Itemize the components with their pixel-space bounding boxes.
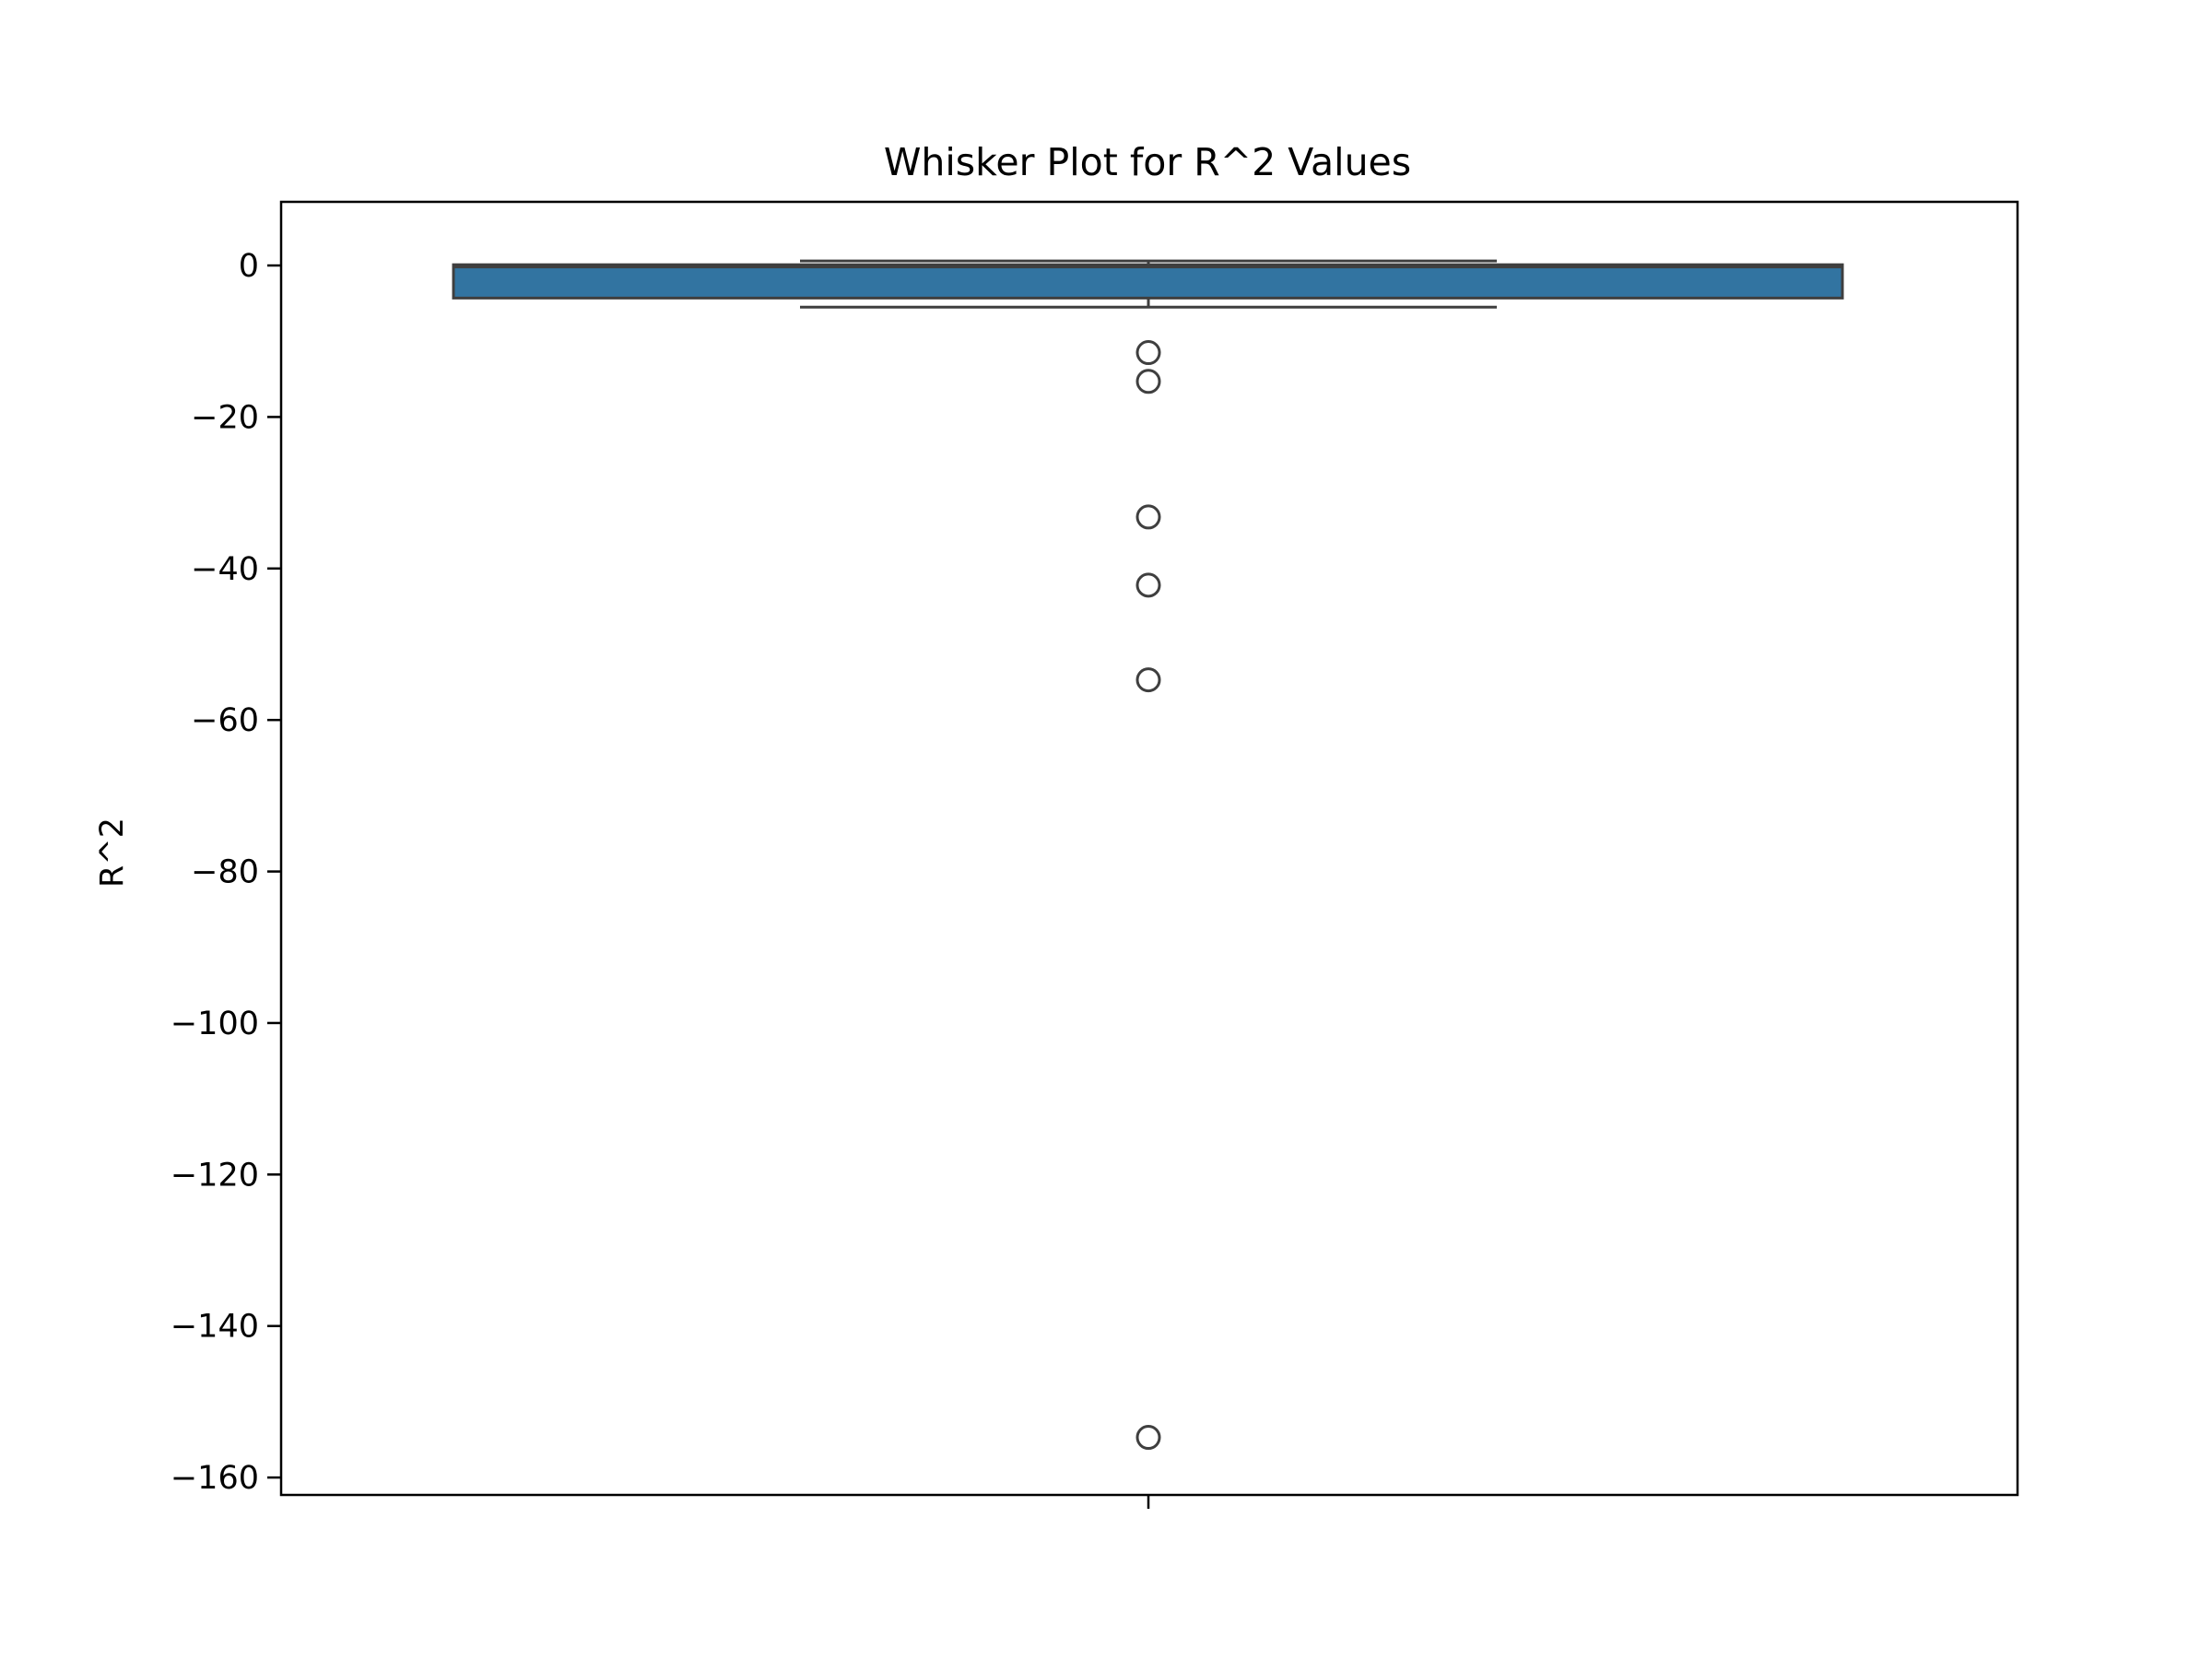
outlier-point <box>1135 504 1161 530</box>
outlier-point <box>1135 667 1161 693</box>
chart-title: Whisker Plot for R^2 Values <box>884 140 1411 184</box>
y-tick-label: −60 <box>191 702 259 739</box>
y-tick-label: −20 <box>191 399 259 436</box>
outlier-point <box>1135 369 1161 394</box>
y-tick-label: −100 <box>171 1006 259 1042</box>
plot-frame <box>279 200 2019 1497</box>
y-axis-ticks: 0 −20 −40 −60 −80 −100 −120 −140 −160 <box>171 248 281 1497</box>
box-group <box>452 259 1844 309</box>
box-iqr <box>452 263 1844 300</box>
y-axis-label: R^2 <box>94 818 131 888</box>
y-tick-label: −40 <box>191 551 259 588</box>
outlier-point <box>1135 340 1161 366</box>
outlier-points <box>1135 340 1161 1451</box>
y-tick-label: −140 <box>171 1309 259 1346</box>
y-tick-label: −120 <box>171 1157 259 1194</box>
y-tick-label: −160 <box>171 1460 259 1497</box>
outlier-point <box>1135 572 1161 598</box>
y-tick-label: −80 <box>191 854 259 891</box>
outlier-point <box>1135 1425 1161 1451</box>
y-tick-label: 0 <box>239 248 259 285</box>
